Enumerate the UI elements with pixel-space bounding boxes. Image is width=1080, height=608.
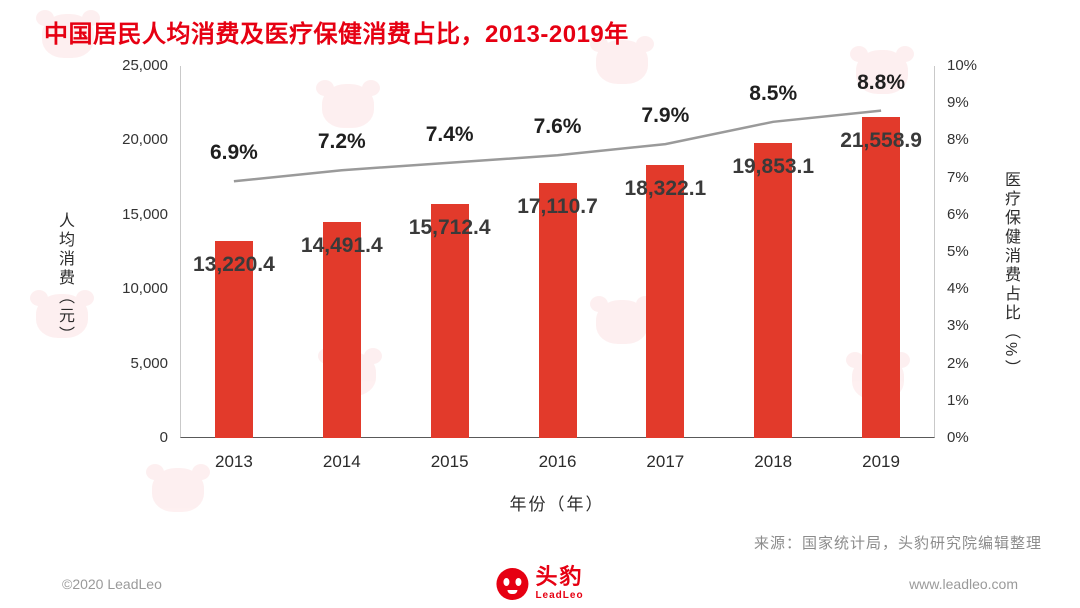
- brand-name: 头豹: [535, 564, 584, 589]
- y-tick-label-right: 2%: [947, 354, 969, 372]
- watermark-icon: [146, 464, 204, 512]
- x-tick-label: 2015: [430, 452, 469, 471]
- y-tick-label-right: 1%: [947, 391, 969, 409]
- y-tick-label-right: 0%: [947, 429, 969, 446]
- copyright: ©2020 LeadLeo: [62, 576, 162, 592]
- y-tick-label-left: 25,000: [122, 57, 168, 74]
- brand-subname: LeadLeo: [535, 590, 584, 601]
- line-point-label: 8.5%: [749, 81, 798, 105]
- y-tick-label-right: 5%: [947, 243, 969, 260]
- y-tick-label-left: 15,000: [122, 205, 168, 223]
- y-tick-label-left: 0: [159, 429, 168, 446]
- source-note: 来源：国家统计局，头豹研究院编辑整理: [753, 535, 1042, 552]
- line-point-label: 7.6%: [533, 115, 582, 139]
- watermark-icon: [30, 290, 88, 338]
- line-point-label: 7.2%: [317, 130, 366, 154]
- watermark-icon: [36, 10, 94, 58]
- x-axis-title: 年份（年）: [509, 495, 605, 514]
- line-point-label: 8.8%: [857, 70, 905, 94]
- bar: [538, 183, 577, 438]
- bar-value-label: 17,110.7: [517, 195, 598, 219]
- watermark-icon: [316, 80, 374, 128]
- watermark-icon: [590, 296, 648, 344]
- bar: [430, 204, 469, 438]
- leadleo-logo-icon: [496, 567, 529, 600]
- right-axis-title: 医疗保健消费占比（%）: [1002, 171, 1019, 379]
- y-tick-label-right: 3%: [947, 317, 969, 335]
- line-point-label: 7.4%: [425, 122, 474, 146]
- y-tick-label-right: 4%: [947, 280, 969, 298]
- trend-line-layer: [233, 109, 882, 183]
- y-tick-label-right: 6%: [947, 205, 969, 223]
- y-tick-label-right: 8%: [947, 131, 969, 149]
- line-point-label: 7.9%: [641, 104, 690, 128]
- x-tick-label: 2013: [215, 452, 253, 471]
- bar-value-label: 18,322.1: [624, 177, 707, 201]
- bar-value-label: 13,220.4: [193, 253, 275, 277]
- x-tick-label: 2018: [754, 452, 793, 471]
- trend-line: [233, 109, 882, 183]
- bar: [862, 117, 901, 438]
- leadleo-logo: 头豹 LeadLeo: [496, 566, 583, 601]
- bar-value-label: 14,491.4: [300, 234, 383, 258]
- website-url: www.leadleo.com: [909, 576, 1018, 592]
- y-tick-label-right: 9%: [947, 94, 969, 112]
- line-point-label: 6.9%: [209, 141, 258, 165]
- bar-value-label: 19,853.1: [732, 154, 815, 178]
- x-tick-label: 2017: [646, 452, 685, 471]
- bar-value-label: 15,712.4: [408, 216, 491, 240]
- y-tick-label-left: 10,000: [122, 280, 168, 298]
- watermark-icon: [850, 46, 908, 94]
- y-tick-label-right: 10%: [947, 57, 978, 74]
- y-tick-label-right: 7%: [947, 168, 969, 186]
- bar: [322, 222, 361, 438]
- bar: [754, 142, 793, 438]
- watermark-icon: [590, 36, 648, 84]
- chart-title: 中国居民人均消费及医疗保健消费占比，2013-2019年: [44, 21, 629, 48]
- y-tick-label-left: 20,000: [122, 131, 168, 149]
- bar-value-label: 21,558.9: [840, 129, 922, 153]
- x-tick-label: 2019: [862, 452, 900, 471]
- x-tick-label: 2016: [538, 452, 577, 471]
- y-tick-label-left: 5,000: [130, 354, 168, 372]
- x-tick-label: 2014: [322, 452, 361, 471]
- bar: [214, 241, 253, 438]
- bar: [646, 165, 685, 438]
- left-axis-title: 人均消费（元）: [56, 211, 73, 345]
